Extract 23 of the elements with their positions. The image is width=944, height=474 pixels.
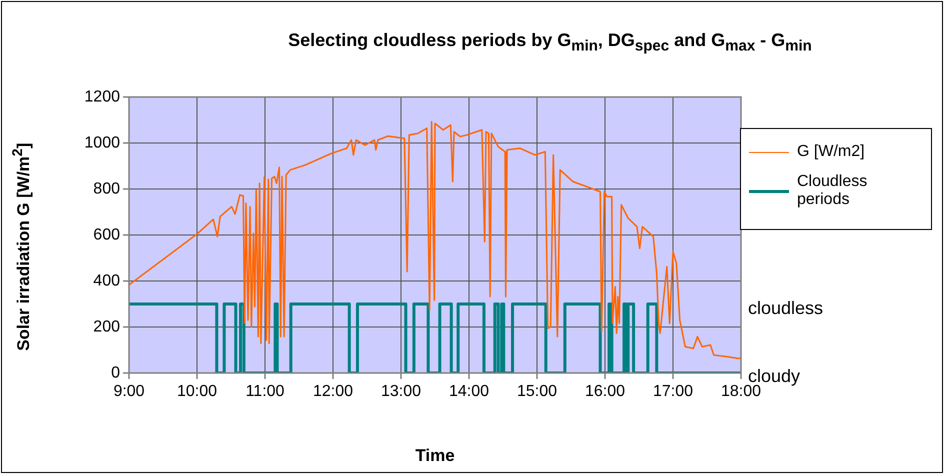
x-tick-label: 18:00: [720, 383, 762, 400]
y-tick-label: 1000: [84, 134, 120, 152]
y-tick-label: 600: [93, 226, 120, 244]
x-tick-label: 16:00: [584, 383, 626, 400]
y-tick-label: 400: [93, 272, 120, 290]
x-tick-label: 14:00: [448, 383, 490, 400]
x-tick-label: 10:00: [176, 383, 218, 400]
x-tick-label: 17:00: [652, 383, 694, 400]
legend-label: Cloudless periods: [797, 173, 868, 209]
text: cloudless: [748, 298, 824, 319]
chart-title: Selecting cloudless periods by G$_{min}$, DG$_{spec}$ and G$_{max}$ - G$_{min}$: [287, 30, 813, 55]
x-tick-label: 12:00: [312, 383, 354, 400]
text: cloudy: [748, 366, 800, 386]
x-tick-label: 13:00: [380, 383, 422, 400]
y-tick-label: 1200: [84, 88, 120, 106]
x-tick-label: 9:00: [113, 383, 145, 400]
y-tick-label: 0: [111, 364, 120, 382]
y-tick-label: 800: [93, 180, 120, 198]
x-tick-label: 15:00: [516, 383, 558, 400]
y-tick-label: 200: [93, 318, 120, 336]
x-tick-label: 11:00: [246, 383, 285, 400]
legend-label: G [W/m2]: [797, 143, 866, 161]
x-axis-title: Time: [414, 446, 456, 466]
